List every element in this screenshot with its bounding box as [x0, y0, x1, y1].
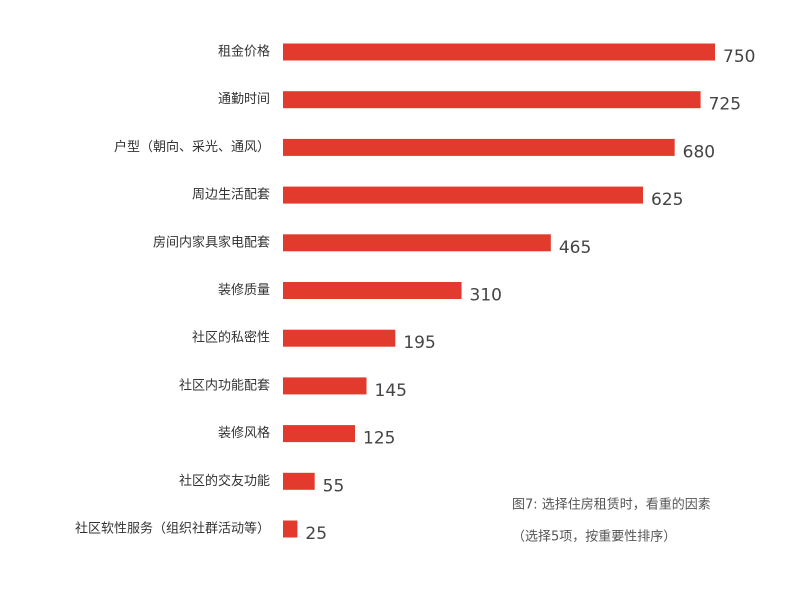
value-label: 195 — [403, 333, 435, 353]
category-label: 社区内功能配套 — [179, 377, 270, 393]
bar — [283, 520, 298, 538]
bar — [283, 91, 701, 109]
value-label: 55 — [323, 476, 345, 496]
bar — [283, 186, 643, 204]
value-label: 145 — [375, 381, 407, 401]
value-label: 310 — [470, 286, 502, 306]
category-label: 周边生活配套 — [192, 187, 270, 203]
value-label: 465 — [559, 238, 591, 258]
bar — [283, 377, 367, 395]
category-label: 社区的私密性 — [192, 330, 270, 346]
caption-line: 图7: 选择住房租赁时，看重的因素 — [512, 497, 711, 513]
bar — [283, 282, 462, 299]
category-label: 通勤时间 — [218, 92, 270, 107]
value-label: 750 — [723, 47, 755, 67]
value-label: 725 — [709, 95, 741, 115]
value-label: 625 — [651, 190, 683, 210]
value-label: 25 — [305, 524, 327, 544]
bar — [283, 43, 715, 61]
category-label: 租金价格 — [218, 44, 270, 60]
bar — [283, 472, 315, 490]
value-label: 680 — [683, 142, 715, 162]
category-label: 装修风格 — [218, 425, 270, 441]
bar — [283, 234, 551, 252]
category-label: 装修质量 — [218, 283, 270, 298]
category-label: 社区的交友功能 — [179, 473, 270, 489]
bar — [283, 425, 355, 443]
category-label: 户型（朝向、采光、通风） — [114, 139, 270, 155]
category-label: 房间内家具家电配套 — [153, 234, 270, 250]
bar — [283, 138, 675, 156]
caption-line: （选择5项，按重要性排序） — [512, 529, 676, 545]
bar — [283, 329, 396, 347]
category-label: 社区软性服务（组织社群活动等） — [75, 521, 270, 537]
value-label: 125 — [363, 429, 395, 449]
